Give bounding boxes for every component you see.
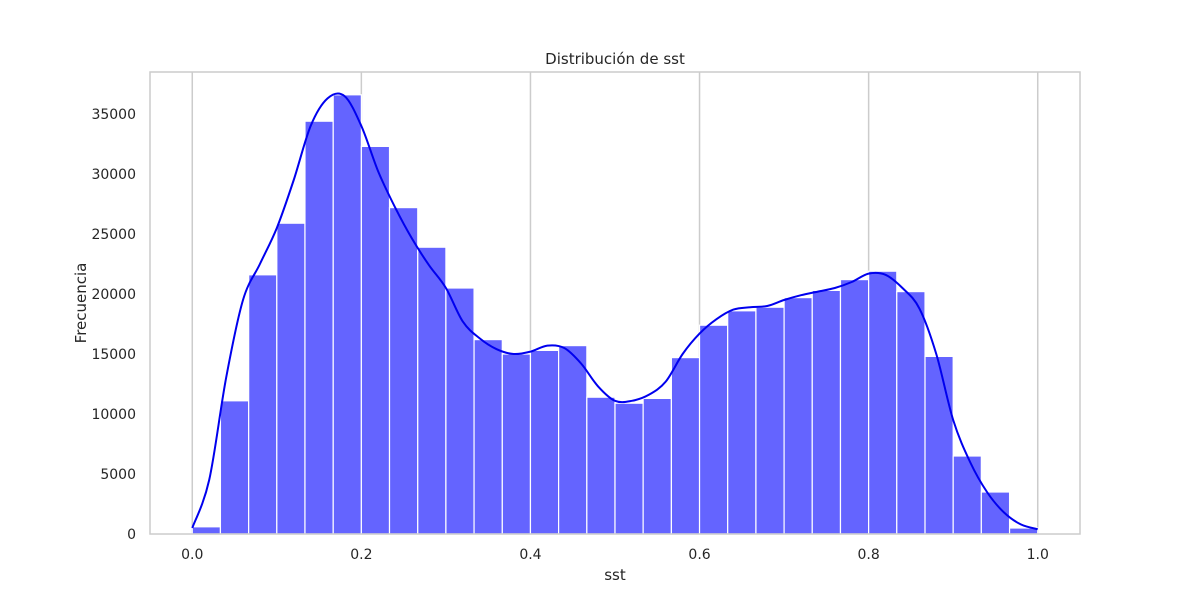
y-axis-label: Frecuencia — [72, 263, 90, 344]
histogram-bar — [586, 396, 616, 535]
y-tick-label: 0 — [127, 527, 136, 543]
y-tick-label: 15000 — [91, 347, 136, 363]
histogram-bar — [445, 287, 475, 535]
x-tick-label: 0.2 — [350, 547, 372, 563]
histogram-bar — [191, 526, 222, 535]
histogram-bar — [248, 274, 278, 535]
x-tick-label: 0.4 — [519, 547, 541, 563]
y-tick-label: 20000 — [91, 287, 136, 303]
y-axis-ticks: 0 5000 10000 15000 20000 25000 30000 35000 — [91, 107, 136, 543]
histogram-bar — [698, 324, 729, 535]
histogram-bar — [219, 400, 250, 535]
y-tick-label: 35000 — [91, 107, 136, 123]
plot-frame — [149, 71, 1081, 535]
histogram-bar — [839, 279, 870, 535]
y-tick-label: 30000 — [91, 167, 136, 183]
histogram-bar — [755, 306, 785, 535]
histogram-bar — [670, 357, 701, 535]
y-tick-label: 5000 — [100, 467, 136, 483]
histogram-bar — [360, 145, 391, 535]
histogram-bar — [924, 355, 954, 535]
histogram-bar — [276, 222, 306, 535]
histogram-bar — [614, 402, 644, 535]
x-axis-ticks: 0.0 0.2 0.4 0.6 0.8 1.0 — [181, 547, 1049, 563]
x-tick-label: 0.6 — [688, 547, 710, 563]
histogram-bar — [529, 349, 560, 535]
kde-curve — [191, 92, 1039, 531]
histogram-bar — [811, 289, 842, 535]
histogram-bar — [501, 353, 532, 535]
histogram-bar — [558, 345, 588, 535]
histogram-bar — [952, 455, 982, 535]
histogram-bar — [727, 310, 757, 535]
x-axis-label: sst — [604, 566, 626, 584]
histogram-bar — [642, 397, 672, 535]
histogram-bar — [417, 246, 447, 535]
histogram-bar — [783, 297, 813, 535]
histogram-bars — [191, 94, 1039, 535]
histogram-bar — [388, 207, 419, 535]
x-tick-label: 0.0 — [181, 547, 203, 563]
y-tick-label: 25000 — [91, 227, 136, 243]
x-tick-label: 0.8 — [858, 547, 880, 563]
chart-title: Distribución de sst — [545, 50, 685, 68]
histogram-bar — [868, 270, 898, 535]
histogram-bar — [473, 339, 503, 535]
y-tick-label: 10000 — [91, 407, 136, 423]
histogram-bar — [896, 291, 926, 535]
histogram-bar — [332, 94, 362, 535]
histogram-bar — [304, 120, 334, 535]
x-tick-label: 1.0 — [1027, 547, 1049, 563]
